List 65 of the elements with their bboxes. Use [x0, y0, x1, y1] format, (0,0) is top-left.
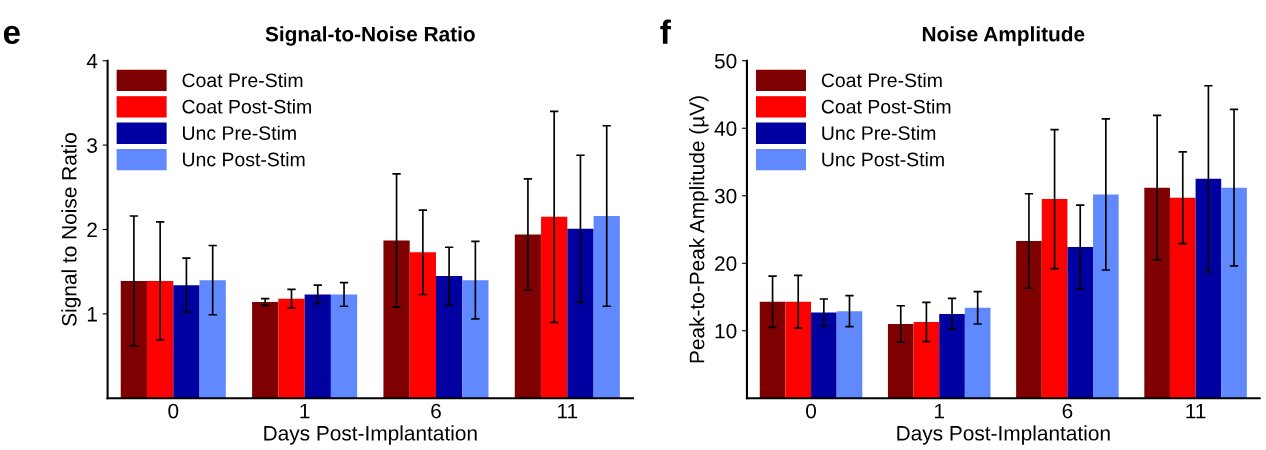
y-tick-label: 20 [715, 256, 737, 271]
bar [199, 280, 226, 399]
bar [120, 280, 148, 399]
x-tick-label: 0 [806, 403, 817, 419]
bar [811, 312, 837, 399]
bar [278, 298, 305, 399]
bar [173, 285, 200, 399]
legend-label: Unc Pre-Stim [183, 125, 296, 140]
y-axis-title: Peak-to-Peak Amplitude (µV) [689, 96, 709, 363]
bar [1169, 197, 1196, 399]
x-tick-label: 0 [168, 403, 179, 419]
chart-title: Signal-to-Noise Ratio [265, 26, 475, 46]
x-tick-label: 11 [1186, 403, 1206, 419]
y-tick-label: 2 [87, 222, 97, 238]
bar [304, 294, 331, 399]
bar [514, 234, 542, 399]
bar [409, 252, 436, 399]
bar [1093, 194, 1119, 399]
legend-label: Unc Pre-Stim [822, 125, 936, 140]
x-tick-label: 1 [300, 403, 310, 419]
bar [541, 216, 568, 399]
bar [147, 280, 174, 399]
bar [567, 228, 594, 399]
bar [1144, 187, 1170, 399]
bar [887, 324, 914, 399]
bar [252, 302, 279, 399]
bar [1195, 178, 1222, 399]
legend-label: Unc Post-Stim [183, 152, 305, 167]
bar [1221, 187, 1247, 399]
bar [593, 216, 620, 399]
legend-label: Coat Pre-Stim [182, 72, 303, 88]
x-tick-label: 1 [935, 403, 944, 419]
legend-label: Unc Post-Stim [822, 152, 944, 167]
bar [759, 301, 786, 399]
bar [964, 307, 991, 399]
y-tick-label: 1 [87, 307, 97, 322]
legend-label: Coat Pre-Stim [821, 72, 942, 88]
legend-label: Coat Post-Stim [821, 99, 951, 114]
bar [1016, 240, 1042, 399]
y-tick-label: 3 [87, 138, 97, 153]
y-tick-label: 30 [714, 188, 737, 204]
legend-label: Coat Post-Stim [182, 99, 311, 114]
bar [462, 280, 489, 399]
y-tick-label: 50 [714, 53, 737, 69]
bar [913, 321, 940, 399]
x-axis-title: Days Post-Implantation [897, 425, 1110, 445]
bar [435, 275, 463, 399]
y-tick-label: 40 [714, 121, 737, 136]
bar [383, 240, 410, 399]
y-tick-label: 4 [86, 53, 98, 69]
x-axis-title: Days Post-Implantation [264, 425, 477, 445]
bar [836, 311, 863, 399]
x-tick-label: 6 [431, 403, 441, 419]
x-tick-label: 6 [1062, 403, 1073, 419]
bar [330, 294, 358, 399]
text: e [3, 25, 20, 45]
chart-title: Noise Amplitude [922, 26, 1085, 46]
y-tick-label: 10 [715, 323, 737, 339]
bar [939, 313, 965, 399]
text: f [660, 19, 671, 44]
y-axis-title: Signal to Noise Ratio [61, 133, 81, 326]
x-tick-label: 11 [558, 403, 578, 419]
bar [1041, 199, 1068, 399]
bar [785, 301, 812, 399]
bar [1067, 247, 1094, 399]
